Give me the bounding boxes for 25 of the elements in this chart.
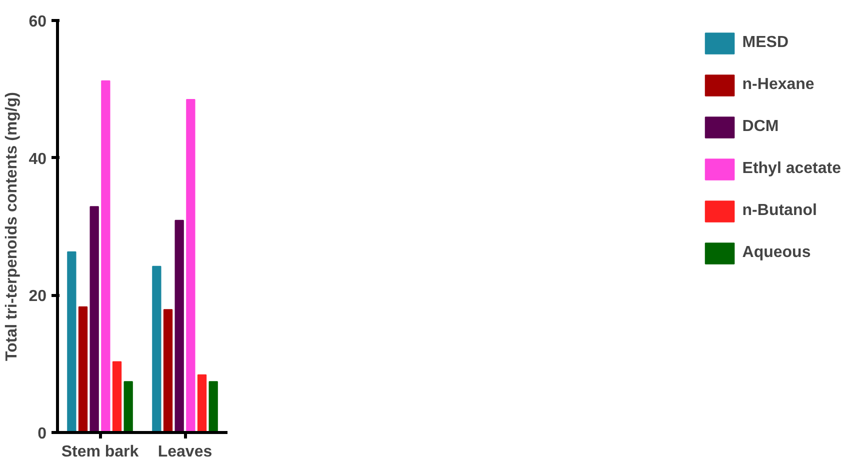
y-tick-label: 20	[28, 288, 47, 306]
bar	[101, 80, 110, 432]
legend-label: DCM	[742, 118, 779, 136]
x-tick-label: Leaves	[158, 444, 212, 460]
legend-label: MESD	[742, 34, 789, 52]
bar	[174, 220, 184, 432]
bar	[186, 98, 196, 432]
bar	[67, 251, 76, 432]
bar	[197, 374, 207, 432]
x-tick-label: Stem bark	[61, 444, 139, 460]
legend-label: Aqueous	[742, 244, 811, 262]
bar	[78, 306, 88, 432]
y-tick-label: 40	[28, 150, 47, 168]
legend-label: n-Butanol	[742, 202, 817, 220]
legend-label: Ethyl acetate	[742, 160, 841, 178]
bar	[90, 206, 99, 432]
bar	[112, 361, 122, 432]
bar	[124, 381, 133, 432]
bar	[208, 381, 218, 432]
y-axis-title: Total tri-terpenoids contents (mg/g)	[4, 92, 21, 362]
bar	[152, 266, 162, 432]
y-tick-label: 60	[28, 14, 47, 30]
bar	[163, 309, 173, 432]
legend-label: n-Hexane	[742, 76, 814, 94]
y-tick-label: 0	[38, 426, 47, 442]
